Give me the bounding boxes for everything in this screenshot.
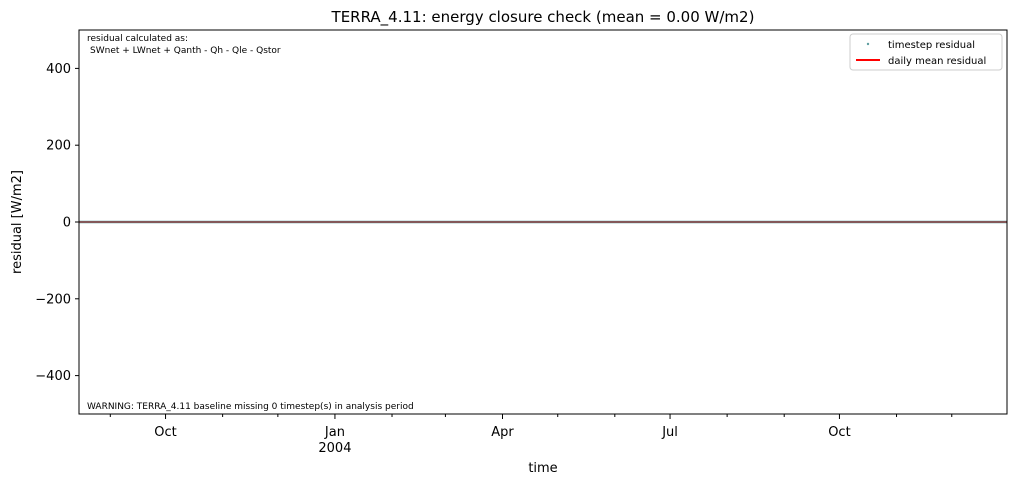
x-tick-label: Jan (324, 425, 345, 440)
x-tick-label: Jul (661, 425, 678, 440)
y-axis-label: residual [W/m2] (10, 170, 25, 274)
x-tick-label: Oct (828, 425, 850, 440)
legend-marker-timestep-residual (866, 42, 870, 46)
warning-annotation: WARNING: TERRA_4.11 baseline missing 0 t… (87, 402, 414, 412)
y-tick-label: 200 (46, 139, 71, 154)
x-tick-label: Oct (154, 425, 176, 440)
y-tick-label: 400 (46, 62, 71, 77)
y-tick-label: −200 (35, 292, 71, 307)
y-tick-label: 0 (63, 216, 71, 231)
x-tick-label: Apr (491, 425, 514, 440)
x-tick-year-label: 2004 (318, 441, 351, 456)
legend-label-daily-mean-residual: daily mean residual (888, 56, 986, 67)
chart-title: TERRA_4.11: energy closure check (mean =… (331, 8, 755, 27)
legend: timestep residual daily mean residual (849, 33, 1003, 71)
legend-box (849, 33, 1003, 71)
x-axis-label: time (528, 461, 557, 476)
formula-annotation-line2: SWnet + LWnet + Qanth - Qh - Qle - Qstor (90, 46, 281, 56)
formula-annotation-line1: residual calculated as: (87, 34, 188, 44)
legend-label-timestep-residual: timestep residual (888, 40, 975, 51)
plot-area (78, 29, 1008, 415)
y-axis: 400 200 0 −200 −400 (35, 62, 79, 384)
y-tick-label: −400 (35, 369, 71, 384)
